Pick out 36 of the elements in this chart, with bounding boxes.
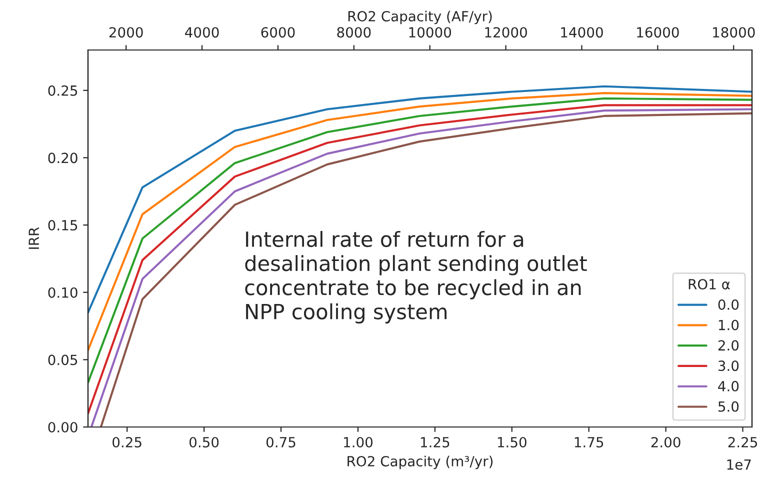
x2-tick-label: 12000 [485,27,527,38]
legend-label: 5.0 [718,401,739,412]
y-axis-title: IRR [28,227,39,249]
x-tick-label: 0.25 [112,436,142,448]
x2-tick-label: 6000 [261,27,295,38]
legend-label: 4.0 [718,380,739,392]
x2-tick-label: 18000 [713,27,755,38]
text: 1e7 [727,459,751,470]
legend-title: RO1 α [688,278,730,290]
legend-label: 1.0 [718,320,739,330]
x2-tick-label: 2000 [109,27,143,38]
legend-label: 0.0 [718,299,739,310]
y-tick-label: 0.15 [48,220,78,231]
x2-tick-label: 10000 [409,27,452,38]
y-tick-label: 0.05 [48,354,78,366]
x-tick-label: 1.25 [420,436,450,448]
x-tick-label: 1.75 [574,437,604,448]
legend-label: 2.0 [718,340,739,351]
annotation: Internal rate of return for a desalination plant sending outlet concentrate to be recycled in an NPP cooling system [245,230,587,324]
x2-tick-label: 14000 [561,27,603,38]
y-tick-label: 0.10 [48,287,78,298]
x-axis-title: RO2 Capacity (m³/yr) [348,456,493,470]
x-tick-label: 2.25 [728,436,758,448]
y-tick-label: 0.25 [48,85,78,96]
x-tick-label: 2.00 [651,436,680,448]
x-tick-label: 1.00 [344,436,373,448]
x2-tick-label: 4000 [185,27,219,38]
x2-tick-label: 8000 [337,27,371,38]
x-tick-label: 0.75 [266,436,296,448]
y-tick-label: 0.00 [48,422,78,432]
y-tick-label: 0.20 [48,152,78,164]
x2-tick-label: 16000 [637,27,679,38]
x-tick-label: 1.50 [498,436,526,448]
x-tick-label: 0.50 [190,436,219,448]
legend-label: 3.0 [718,360,739,372]
x2-axis-title: RO2 Capacity (AF/yr) [348,10,492,24]
